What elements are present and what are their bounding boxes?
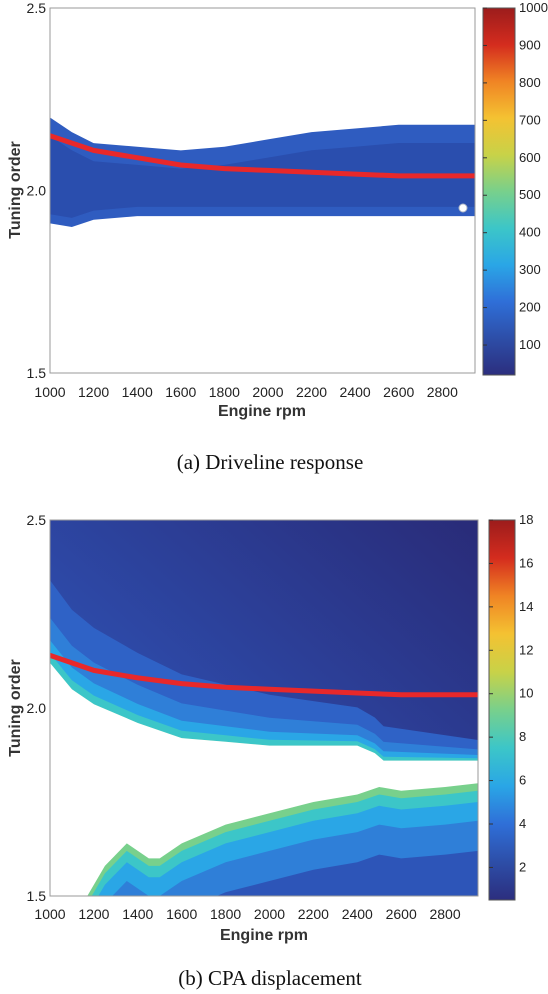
panel-b-colorbar-tick-label: 18 xyxy=(519,512,533,527)
panel-b-colorbar-tick-label: 4 xyxy=(519,816,526,831)
panel-a-colorbar-tick-label: 400 xyxy=(519,225,541,240)
panel-a-colorbar-tick-label: 200 xyxy=(519,300,541,315)
panel-b-y-tick-label: 2.0 xyxy=(27,700,47,716)
y-axis-label-b: Tuning order xyxy=(7,659,24,756)
panel-b-x-tick-label: 2800 xyxy=(429,906,460,922)
panel-a-y-tick-label: 2.5 xyxy=(27,0,47,16)
panel-b-colorbar-tick-label: 10 xyxy=(519,686,533,701)
panel-b-colorbar-tick-label: 14 xyxy=(519,599,533,614)
panel-a-x-tick-label: 2000 xyxy=(252,384,283,400)
x-axis-label-b: Engine rpm xyxy=(220,927,308,944)
panel-a-x-tick-label: 1000 xyxy=(34,384,65,400)
panel-b-colorbar-tick-label: 6 xyxy=(519,773,526,788)
panel-b-cpa-displacement: 1000 1200 1400 1600 1800 2000 2200 2400 2600 2800… xyxy=(7,512,533,990)
panel-a-colorbar-tick-label: 100 xyxy=(519,337,541,352)
panel-a-colorbar-tick-label: 800 xyxy=(519,75,541,90)
panel-b-x-tick-label: 2000 xyxy=(254,906,285,922)
tick-labels-b: 1000 1200 1400 1600 1800 2000 2200 2400 2600 2800… xyxy=(27,512,461,922)
panel-b-colorbar-tick-label: 2 xyxy=(519,859,526,874)
panel-a-colorbar-tick-label: 500 xyxy=(519,187,541,202)
panel-b-x-tick-label: 1600 xyxy=(166,906,197,922)
caption-a: (a) Driveline response xyxy=(177,450,364,474)
panel-b-colorbar-tick-label: 8 xyxy=(519,729,526,744)
panel-a-colorbar-tick-label: 600 xyxy=(519,150,541,165)
panel-b-x-tick-label: 2200 xyxy=(298,906,329,922)
panel-b-colorbar-scale xyxy=(488,519,516,901)
panel-a-colorbar-tick-label: 900 xyxy=(519,37,541,52)
no-data-gap-b xyxy=(50,662,478,896)
colorbar-a: 100 200 300 400 500 600 700 800 900 1000 xyxy=(482,0,548,376)
lower-contour-band-b xyxy=(87,850,478,896)
panel-a-x-tick-label: 2600 xyxy=(383,384,414,400)
tick-labels-a: 1000 1200 1400 1600 1800 2000 2200 2400 2600 2800… xyxy=(27,0,459,400)
panel-b-x-tick-label: 1800 xyxy=(210,906,241,922)
colorbar-b: 2 4 6 8 10 12 14 16 18 xyxy=(488,512,533,901)
panel-a-x-tick-label: 1600 xyxy=(165,384,196,400)
tuning-ridge-line-a xyxy=(50,133,475,179)
panel-a-x-tick-label: 2800 xyxy=(427,384,458,400)
panel-b-x-tick-label: 2600 xyxy=(386,906,417,922)
plot-area-b xyxy=(50,520,478,896)
plot-frame-b xyxy=(49,519,479,897)
panel-b-x-tick-label: 1400 xyxy=(122,906,153,922)
panel-b-y-tick-label: 2.5 xyxy=(27,512,47,528)
panel-a-x-tick-label: 1200 xyxy=(78,384,109,400)
panel-a-x-tick-label: 1400 xyxy=(122,384,153,400)
panel-b-x-tick-label: 1000 xyxy=(34,906,65,922)
panel-a-driveline-response: 1000 1200 1400 1600 1800 2000 2200 2400 2600 2800… xyxy=(7,0,548,474)
response-band-core-a xyxy=(50,135,475,218)
tuning-ridge-line-b xyxy=(50,652,478,698)
panel-b-x-tick-label: 2400 xyxy=(342,906,373,922)
panel-a-x-tick-label: 2400 xyxy=(340,384,371,400)
plot-frame-a xyxy=(49,7,476,374)
panel-b-x-tick-label: 1200 xyxy=(78,906,109,922)
panel-a-colorbar-tick-label: 1000 xyxy=(519,0,548,15)
panel-b-y-tick-label: 1.5 xyxy=(27,888,47,904)
panel-a-x-tick-label: 2200 xyxy=(296,384,327,400)
marker-dot-a xyxy=(458,203,468,213)
caption-b: (b) CPA displacement xyxy=(178,966,362,990)
panel-a-colorbar-tick-label: 300 xyxy=(519,262,541,277)
panel-a-colorbar-tick-label: 700 xyxy=(519,112,541,127)
y-axis-label-a: Tuning order xyxy=(7,141,24,238)
panel-a-x-tick-label: 1800 xyxy=(209,384,240,400)
panel-a-y-tick-label: 2.0 xyxy=(27,183,47,199)
x-axis-label-a: Engine rpm xyxy=(218,403,306,420)
panel-b-colorbar-tick-label: 16 xyxy=(519,555,533,570)
panel-a-y-tick-label: 1.5 xyxy=(27,365,47,381)
panel-b-colorbar-tick-label: 12 xyxy=(519,642,533,657)
panel-a-colorbar-scale xyxy=(482,7,516,376)
